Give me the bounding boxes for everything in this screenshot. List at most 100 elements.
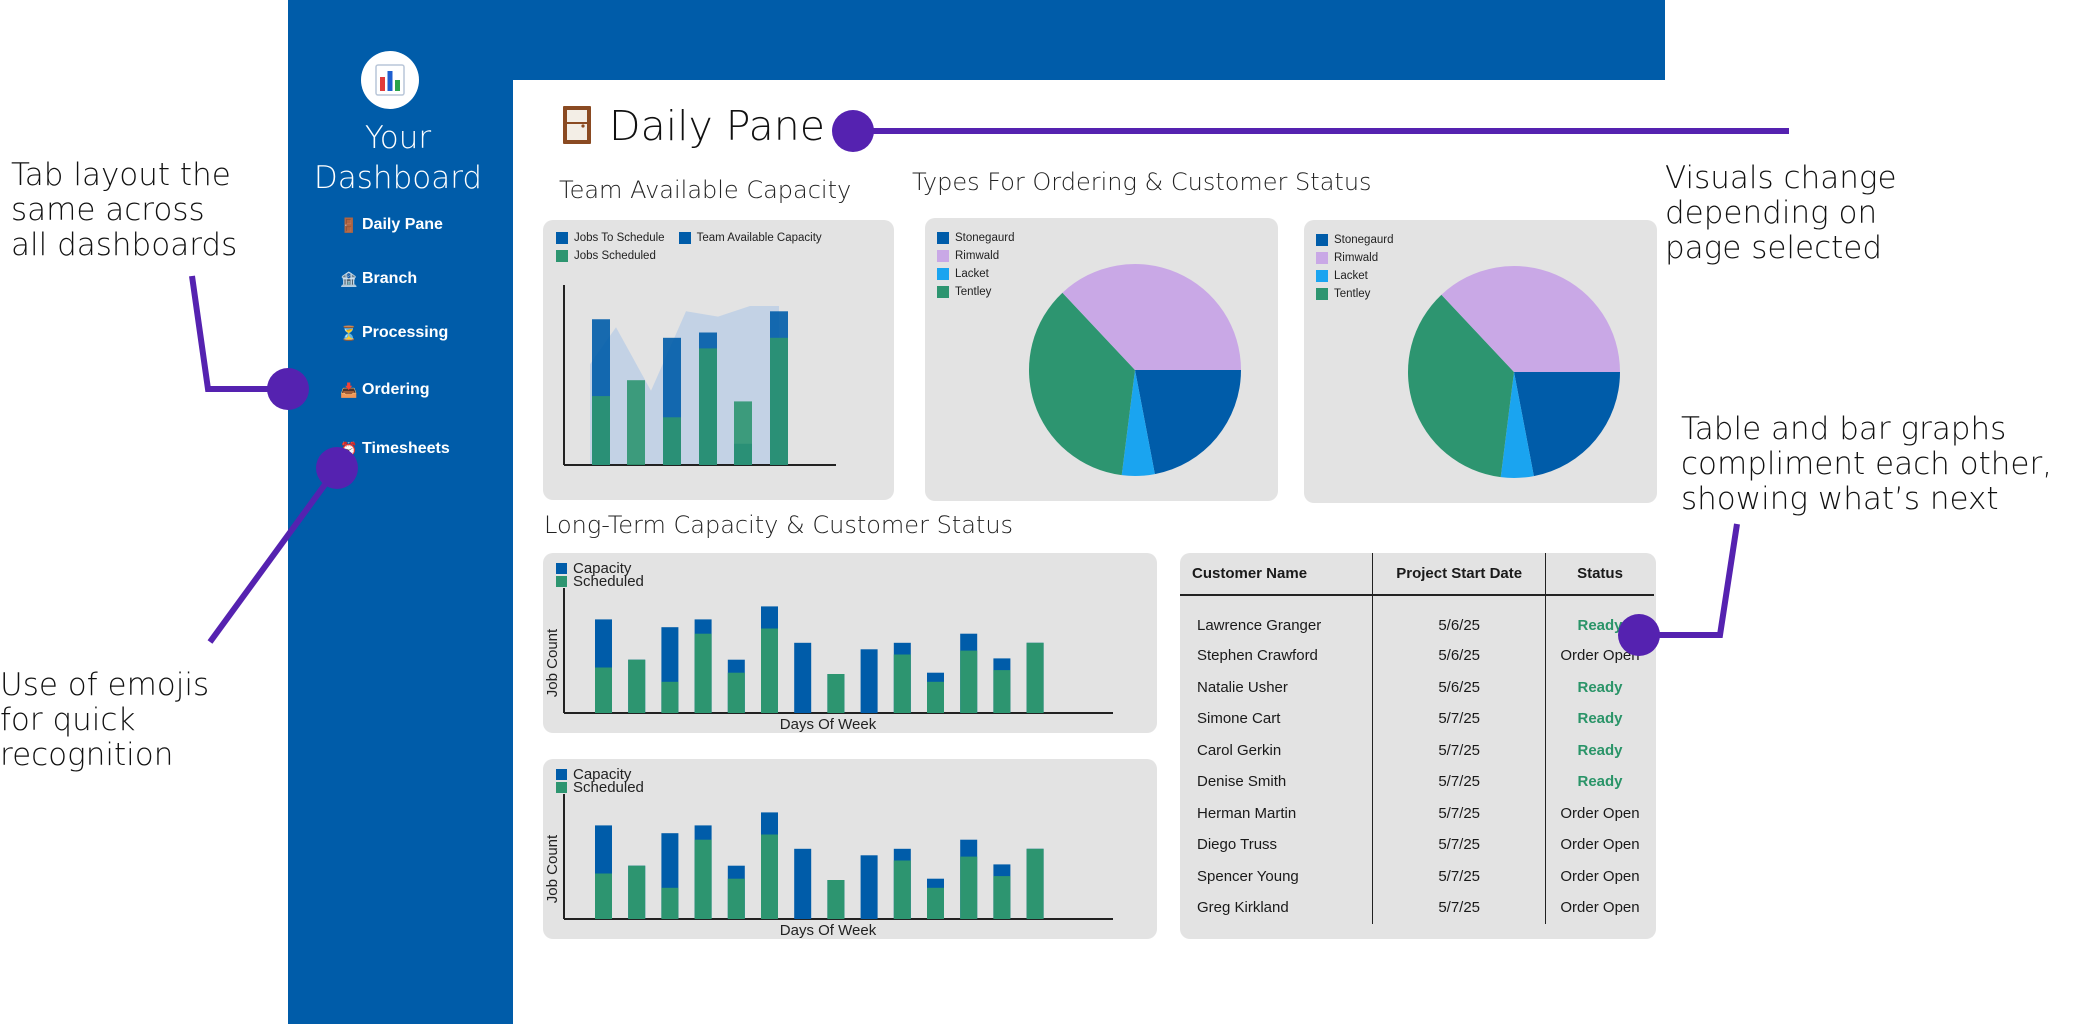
nav-label: Ordering <box>362 381 430 398</box>
nav-label: Timesheets <box>362 440 450 457</box>
column-header-status[interactable]: Status <box>1545 553 1654 596</box>
pie-slice-tentley <box>1029 292 1135 476</box>
inbox-icon: 📥 <box>340 381 358 398</box>
cell-start-date: 5/7/25 <box>1372 892 1546 924</box>
table-row[interactable]: Herman Martin 5/7/25 Order Open <box>1180 797 1654 829</box>
annotation-line: Tab layout the <box>11 157 231 193</box>
pie-slice-lacket <box>1121 370 1155 476</box>
pie-slice-stonegaurd <box>1135 370 1241 475</box>
bar-scheduled <box>893 654 911 713</box>
cell-status: Order Open <box>1545 829 1654 861</box>
connector-dot <box>1618 614 1660 656</box>
connector-dot <box>832 110 874 152</box>
bar-scheduled <box>827 674 845 713</box>
pie-chart-2 <box>1408 265 1620 478</box>
bar-scheduled <box>960 650 978 713</box>
annotation-line: Use of emojis <box>0 667 210 703</box>
bar-scheduled <box>694 633 712 713</box>
bar-scheduled <box>993 670 1011 713</box>
legend-swatch <box>556 782 567 793</box>
nav-item-ordering[interactable]: 📥 Ordering <box>340 381 430 399</box>
connector-dot <box>267 368 309 410</box>
bar-scheduled <box>993 876 1011 919</box>
y-axis-label: Job Count <box>544 628 561 697</box>
nav-item-daily-pane[interactable]: 🚪 Daily Pane <box>340 216 443 234</box>
bar-scheduled <box>661 681 679 713</box>
legend-label: Stonegaurd <box>955 232 1015 244</box>
cell-status: Ready <box>1545 734 1654 766</box>
table-row[interactable]: Diego Truss 5/7/25 Order Open <box>1180 829 1654 861</box>
y-axis-label: Job Count <box>544 834 561 903</box>
annotation-emojis: Use of emojis for quick recognition <box>0 668 209 773</box>
legend-label: Tentley <box>955 286 992 298</box>
bar-scheduled <box>960 856 978 919</box>
legend-swatch <box>937 250 949 262</box>
table-row[interactable]: Simone Cart 5/7/25 Ready <box>1180 703 1654 735</box>
cell-start-date: 5/7/25 <box>1372 860 1546 892</box>
annotation-tab-layout: Tab layout the same across all dashboard… <box>11 158 237 263</box>
legend-label: Tentley <box>1334 288 1371 300</box>
table-row[interactable]: Spencer Young 5/7/25 Order Open <box>1180 860 1654 892</box>
pie-slice-lacket <box>1500 372 1534 478</box>
cell-status: Order Open <box>1545 892 1654 924</box>
cell-customer-name: Stephen Crawford <box>1197 647 1318 665</box>
column-header-customer-name[interactable]: Customer Name <box>1180 553 1373 596</box>
long-term-chart-card-2 <box>543 759 1157 939</box>
cell-start-date: 5/6/25 <box>1372 640 1546 672</box>
bar-scheduled <box>628 659 646 713</box>
bar-scheduled <box>927 681 944 713</box>
bar-capacity <box>794 848 812 919</box>
legend-swatch <box>556 769 567 780</box>
pie-slice-stonegaurd <box>1514 372 1620 477</box>
table-row[interactable]: Carol Gerkin 5/7/25 Ready <box>1180 734 1654 766</box>
annotation-line: showing what’s next <box>1681 481 1999 517</box>
annotation-line: compliment each other, <box>1681 446 2053 482</box>
cell-customer-name: Simone Cart <box>1197 710 1281 728</box>
cell-status: Ready <box>1545 671 1654 703</box>
nav-item-processing[interactable]: ⏳ Processing <box>340 324 448 342</box>
table-row[interactable]: Greg Kirkland 5/7/25 Order Open <box>1180 892 1654 924</box>
cell-start-date: 5/7/25 <box>1372 766 1546 798</box>
annotation-line: all dashboards <box>11 227 238 263</box>
legend-label: Jobs To Schedule <box>574 232 665 244</box>
table-row[interactable]: Denise Smith 5/7/25 Ready <box>1180 766 1654 798</box>
hourglass-icon: ⏳ <box>340 324 358 341</box>
bar-jobs-scheduled <box>699 348 717 465</box>
legend-label: Capacity <box>573 560 632 577</box>
legend-swatch <box>1316 288 1328 300</box>
bar-scheduled <box>1026 642 1044 713</box>
customer-table: Customer Name Project Start Date Status … <box>1180 553 1654 924</box>
cell-customer-name: Denise Smith <box>1197 773 1287 791</box>
long-term-bar-chart-2: Days Of Week Job Count <box>544 794 1113 939</box>
cell-customer-name: Natalie Usher <box>1197 678 1288 696</box>
legend-label: Rimwald <box>1334 252 1379 264</box>
legend-label: Scheduled <box>573 573 644 590</box>
sidebar-title-line1: Your <box>364 120 432 156</box>
legend-swatch <box>937 286 949 298</box>
column-header-start-date[interactable]: Project Start Date <box>1372 553 1546 596</box>
annotation-line: Table and bar graphs <box>1681 411 2007 447</box>
bar-jobs-scheduled <box>663 417 681 465</box>
cell-status: Order Open <box>1545 860 1654 892</box>
page-title: Daily Pane <box>609 102 825 150</box>
bar-capacity <box>860 855 878 919</box>
bar-capacity <box>794 642 812 713</box>
nav-item-branch[interactable]: 🏦 Branch <box>340 270 417 288</box>
legend-swatch <box>1316 270 1328 282</box>
sidebar-title-line2: Dashboard <box>313 160 483 196</box>
cell-start-date: 5/7/25 <box>1372 829 1546 861</box>
dashboard-logo[interactable] <box>361 51 419 109</box>
cell-customer-name: Diego Truss <box>1197 836 1278 854</box>
legend-label: Capacity <box>573 766 632 783</box>
bar-scheduled <box>595 667 612 713</box>
table-row[interactable]: Natalie Usher 5/6/25 Ready <box>1180 671 1654 703</box>
bar-scheduled <box>595 873 612 919</box>
legend-label: Team Available Capacity <box>696 232 822 244</box>
legend-label: Rimwald <box>955 250 1000 262</box>
nav-label: Processing <box>362 324 449 341</box>
cell-customer-name: Spencer Young <box>1197 867 1299 885</box>
x-axis-label: Days Of Week <box>780 716 877 733</box>
legend-swatch <box>1316 234 1328 246</box>
cell-status: Order Open <box>1545 797 1654 829</box>
